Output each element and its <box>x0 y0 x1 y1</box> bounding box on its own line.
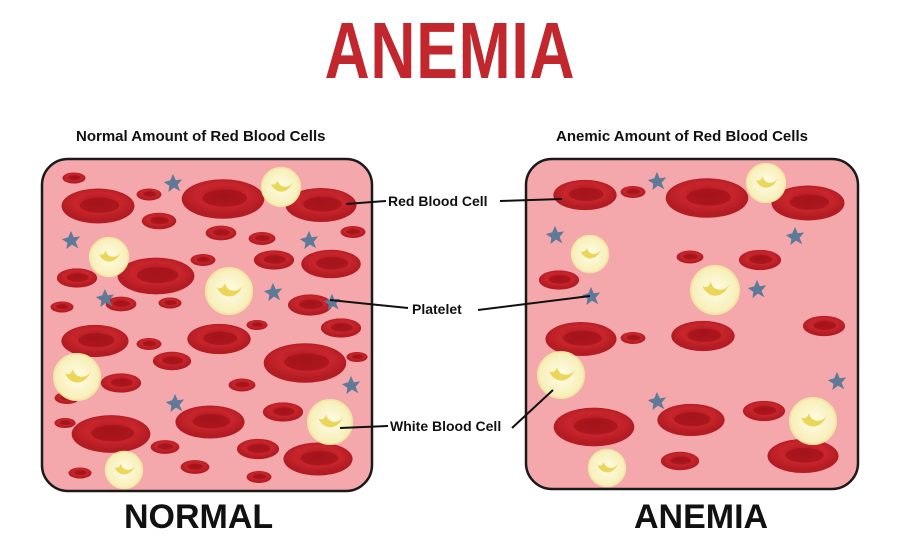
red-blood-cell <box>742 400 786 422</box>
red-blood-cell <box>660 451 700 471</box>
red-blood-cell <box>61 324 129 358</box>
white-blood-cell <box>53 353 101 401</box>
red-blood-cell <box>205 225 237 241</box>
red-blood-cell <box>180 460 210 474</box>
red-blood-cell <box>538 270 580 290</box>
red-blood-cell <box>665 178 749 218</box>
red-cell-pointer-left <box>345 200 387 205</box>
red-blood-cell <box>253 250 295 270</box>
red-blood-cell <box>100 373 142 393</box>
white-blood-cell <box>788 396 838 446</box>
callout-lines <box>329 198 591 429</box>
anemia-blood-panel <box>524 157 860 491</box>
red-blood-cell <box>620 332 646 344</box>
platelet-callout: Platelet <box>410 301 464 317</box>
red-blood-cell <box>68 467 92 479</box>
platelet-pointer-right <box>477 295 591 311</box>
red-blood-cell <box>175 405 245 439</box>
platelet-pointer-left <box>329 299 409 309</box>
red-blood-cell <box>340 226 366 238</box>
red-blood-cell <box>136 338 162 350</box>
red-blood-cell <box>228 378 256 392</box>
red-blood-cell <box>152 351 192 371</box>
red-blood-cell <box>246 319 268 331</box>
white-blood-cell <box>260 166 302 208</box>
white-cell-pointer-right <box>511 389 554 429</box>
red-blood-cell <box>657 403 725 437</box>
white-blood-cell <box>745 162 787 204</box>
red-blood-cell <box>346 351 368 363</box>
red-blood-cell <box>150 440 180 454</box>
white-blood-cell <box>88 236 130 278</box>
red-blood-cell <box>320 318 362 338</box>
red-blood-cell <box>553 407 635 447</box>
red-cell-pointer-right <box>499 198 563 202</box>
red-blood-cell <box>262 402 304 422</box>
white-blood-cell <box>205 267 253 315</box>
white-blood-cell-callout: White Blood Cell <box>388 418 504 434</box>
white-blood-cell <box>690 264 740 315</box>
red-blood-cell <box>620 186 646 198</box>
red-blood-cell <box>136 188 162 201</box>
page-title: ANEMIA <box>324 6 576 95</box>
red-blood-cell <box>71 415 151 453</box>
red-blood-cell <box>62 172 86 184</box>
normal-panel-label: NORMAL <box>124 498 274 536</box>
red-blood-cell <box>117 257 195 295</box>
white-blood-cell <box>104 450 144 490</box>
red-blood-cell-callout: Red Blood Cell <box>386 193 490 209</box>
red-blood-cell <box>545 321 617 357</box>
red-blood-cell <box>54 417 76 429</box>
normal-panel-heading: Normal Amount of Red Blood Cells <box>76 128 326 145</box>
white-cell-pointer-left <box>339 425 389 429</box>
red-blood-cell <box>190 254 216 266</box>
red-blood-cell <box>56 268 98 288</box>
red-blood-cell <box>301 249 361 279</box>
normal-blood-panel <box>40 157 374 493</box>
red-blood-cell <box>671 320 735 352</box>
red-blood-cell <box>50 301 74 313</box>
red-blood-cell <box>141 212 177 230</box>
red-blood-cell <box>187 323 251 355</box>
anemia-panel-heading: Anemic Amount of Red Blood Cells <box>556 128 808 145</box>
red-blood-cell <box>676 250 704 264</box>
red-blood-cell <box>181 179 265 219</box>
red-blood-cell <box>738 249 782 271</box>
red-blood-cell <box>61 188 135 224</box>
red-blood-cell <box>158 297 182 309</box>
white-blood-cell <box>570 234 610 274</box>
red-blood-cell <box>283 442 353 476</box>
white-blood-cell <box>306 398 354 446</box>
white-blood-cell <box>536 350 586 400</box>
white-blood-cell <box>587 448 627 488</box>
red-blood-cell <box>287 294 333 316</box>
anemia-panel-label: ANEMIA <box>634 498 769 536</box>
red-blood-cell <box>246 471 272 483</box>
red-blood-cell <box>553 179 617 211</box>
red-blood-cell <box>802 315 846 337</box>
red-blood-cell <box>767 438 839 474</box>
red-blood-cell <box>248 232 276 245</box>
red-blood-cell <box>263 343 347 383</box>
red-blood-cell <box>236 438 280 460</box>
